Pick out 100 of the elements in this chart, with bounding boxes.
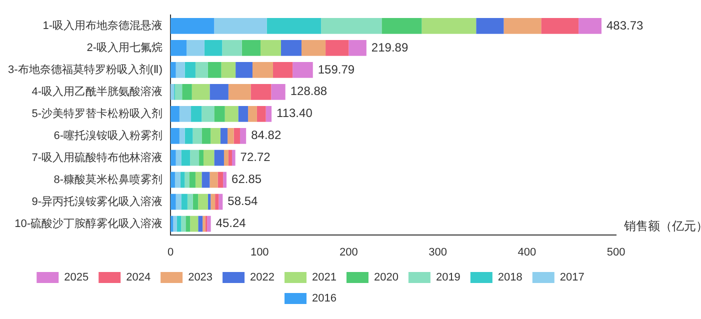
total-label: 113.40 xyxy=(276,106,313,120)
bar xyxy=(202,172,210,188)
bar xyxy=(176,216,182,232)
bar xyxy=(228,150,232,166)
legend-label: 2018 xyxy=(498,272,522,284)
legend-label: 2020 xyxy=(374,272,398,284)
bar xyxy=(504,18,542,34)
bar xyxy=(198,194,208,210)
bar xyxy=(191,106,202,122)
bar xyxy=(187,194,193,210)
bar xyxy=(321,18,382,34)
bar xyxy=(214,106,225,122)
bar xyxy=(252,62,273,78)
bar xyxy=(174,84,182,100)
bar xyxy=(210,194,216,210)
bar xyxy=(272,62,293,78)
bar xyxy=(578,18,602,34)
bar xyxy=(176,150,182,166)
bar xyxy=(223,172,227,188)
bar xyxy=(170,18,214,34)
bar xyxy=(222,40,242,56)
bar xyxy=(208,62,222,78)
bar xyxy=(186,216,190,232)
y-tick-label: 7-吸入用硫酸特布他林溶液 xyxy=(32,150,163,164)
y-tick-label: 6-噻托溴铵吸入粉雾剂 xyxy=(54,128,163,142)
y-tick-label: 4-吸入用乙酰半胱氨酸溶液 xyxy=(32,84,163,98)
y-tick-label: 5-沙美特罗替卡松粉吸入剂 xyxy=(32,106,163,120)
total-label: 219.89 xyxy=(371,40,408,54)
bar xyxy=(221,62,236,78)
bar xyxy=(234,128,240,144)
bar xyxy=(184,172,190,188)
x-tick-label: 0 xyxy=(167,246,174,258)
bar xyxy=(236,62,252,78)
bar xyxy=(292,62,313,78)
bar xyxy=(176,62,185,78)
bar xyxy=(204,40,222,56)
bar xyxy=(266,106,272,122)
y-tick-label: 3-布地奈德福莫特罗粉吸入剂(Ⅱ) xyxy=(8,62,163,76)
y-tick-label: 9-异丙托溴铵雾化吸入溶液 xyxy=(32,194,163,208)
bar xyxy=(190,216,198,232)
bar xyxy=(190,150,200,166)
bar xyxy=(260,40,281,56)
bar xyxy=(179,128,185,144)
bar xyxy=(248,106,257,122)
bar xyxy=(210,172,218,188)
bar xyxy=(179,106,192,122)
bar xyxy=(192,194,198,210)
bar xyxy=(210,84,228,100)
legend-label: 2019 xyxy=(436,272,460,284)
bar xyxy=(202,216,206,232)
bar xyxy=(271,84,286,100)
bar xyxy=(382,18,422,34)
legend-label: 2021 xyxy=(312,272,336,284)
x-tick-label: 100 xyxy=(250,246,269,258)
bar xyxy=(238,106,248,122)
bar xyxy=(192,128,202,144)
x-tick-label: 300 xyxy=(428,246,447,258)
bar xyxy=(202,128,211,144)
y-tick-label: 1-吸入用布地奈德混悬液 xyxy=(42,19,163,32)
bar xyxy=(224,106,238,122)
total-label: 128.88 xyxy=(290,84,328,98)
legend-label: 2017 xyxy=(560,272,584,284)
bar xyxy=(189,172,196,188)
bar xyxy=(215,194,219,210)
bar xyxy=(326,40,349,56)
bar xyxy=(170,40,187,56)
y-tick-label: 8-糠酸莫米松鼻喷雾剂 xyxy=(54,172,163,186)
bar xyxy=(176,194,182,210)
bar xyxy=(170,62,176,78)
total-label: 483.73 xyxy=(606,18,644,32)
bar xyxy=(181,194,188,210)
bar xyxy=(266,18,322,34)
legend-label: 2025 xyxy=(64,272,89,284)
bar xyxy=(182,84,192,100)
bar xyxy=(281,40,302,56)
bar xyxy=(173,216,177,232)
bar xyxy=(256,106,266,122)
bar xyxy=(181,150,190,166)
bar xyxy=(214,150,224,166)
bar xyxy=(170,106,180,122)
bar xyxy=(186,40,204,56)
y-tick-label: 10-硫酸沙丁胺醇雾化吸入溶液 xyxy=(14,216,163,230)
bar xyxy=(174,172,180,188)
x-axis-title: 销售额（亿元） xyxy=(623,219,701,234)
bar xyxy=(184,128,193,144)
bar xyxy=(476,18,504,34)
bar xyxy=(232,150,236,166)
bar xyxy=(242,40,261,56)
bar xyxy=(170,128,180,144)
bar xyxy=(170,150,176,166)
x-tick-label: 500 xyxy=(606,246,626,258)
bar xyxy=(195,172,202,188)
bar xyxy=(422,18,476,34)
bar xyxy=(218,172,224,188)
bar xyxy=(214,18,267,34)
x-tick-label: 200 xyxy=(340,246,358,258)
bar xyxy=(224,150,228,166)
bar xyxy=(202,106,214,122)
bar xyxy=(220,128,228,144)
bar xyxy=(240,128,246,144)
